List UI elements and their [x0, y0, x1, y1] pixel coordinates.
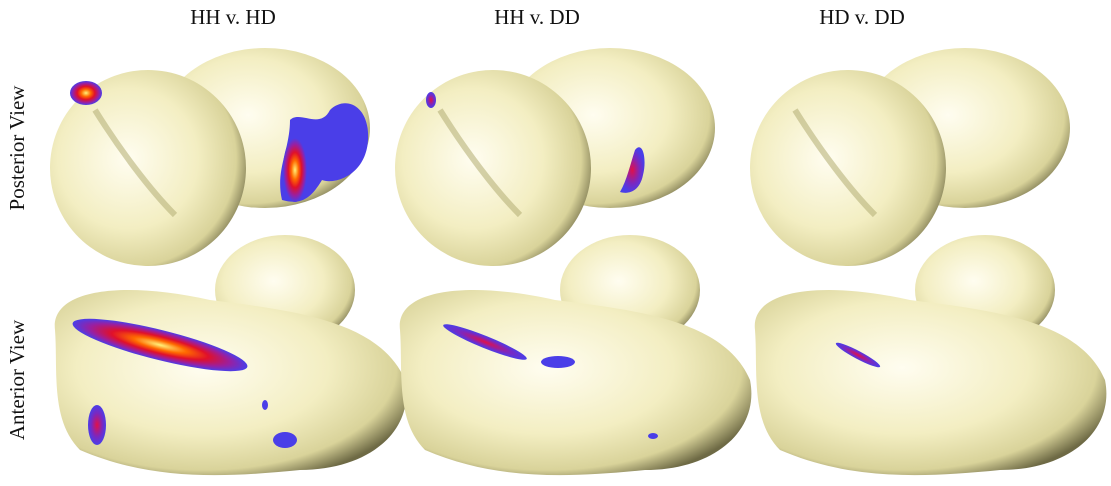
column-title: HH v. HD — [190, 5, 276, 29]
row-label: Anterior View — [5, 319, 29, 440]
column-title: HH v. DD — [494, 5, 580, 29]
panel-anterior-3 — [754, 235, 1107, 476]
row-label: Posterior View — [5, 85, 29, 211]
panel-posterior-2 — [367, 42, 715, 293]
column-titles: HH v. HD HH v. DD HD v. DD — [190, 5, 905, 29]
panel-posterior-1 — [22, 42, 370, 293]
column-title: HD v. DD — [819, 5, 905, 29]
row-labels: Posterior View Anterior View — [5, 85, 29, 440]
panel-anterior-2 — [399, 235, 752, 476]
panel-anterior-1 — [54, 235, 407, 476]
